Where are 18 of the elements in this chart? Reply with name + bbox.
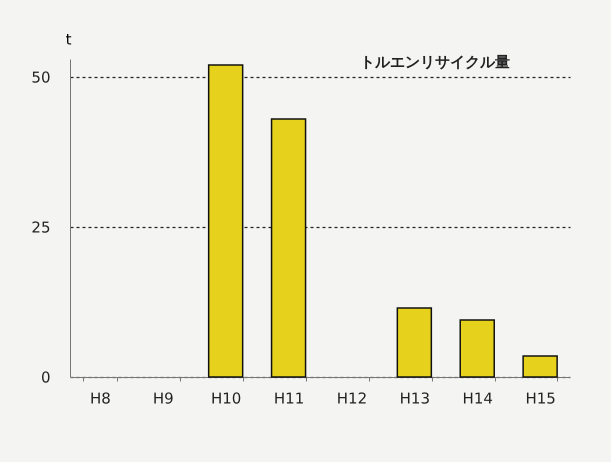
x-tick-label: H11 xyxy=(274,390,304,408)
x-tick-label: H13 xyxy=(400,390,430,408)
x-tick-label: H15 xyxy=(525,390,556,408)
y-tick-label: 50 xyxy=(31,68,50,86)
x-tick-label: H10 xyxy=(210,390,242,408)
bar xyxy=(208,64,244,378)
x-tick-label: H14 xyxy=(462,390,493,408)
bar xyxy=(522,355,558,378)
bar xyxy=(270,118,306,378)
y-tick-label: 25 xyxy=(31,218,50,236)
bar xyxy=(396,307,432,378)
x-tick-label: H9 xyxy=(152,390,174,408)
y-axis-title: t xyxy=(66,30,72,48)
chart-title: トルエンリサイクル量 xyxy=(360,53,510,71)
bar xyxy=(459,319,495,378)
x-tick-label: H8 xyxy=(90,390,111,408)
x-tick-label: H12 xyxy=(336,390,368,408)
y-tick-label: 0 xyxy=(40,368,50,386)
